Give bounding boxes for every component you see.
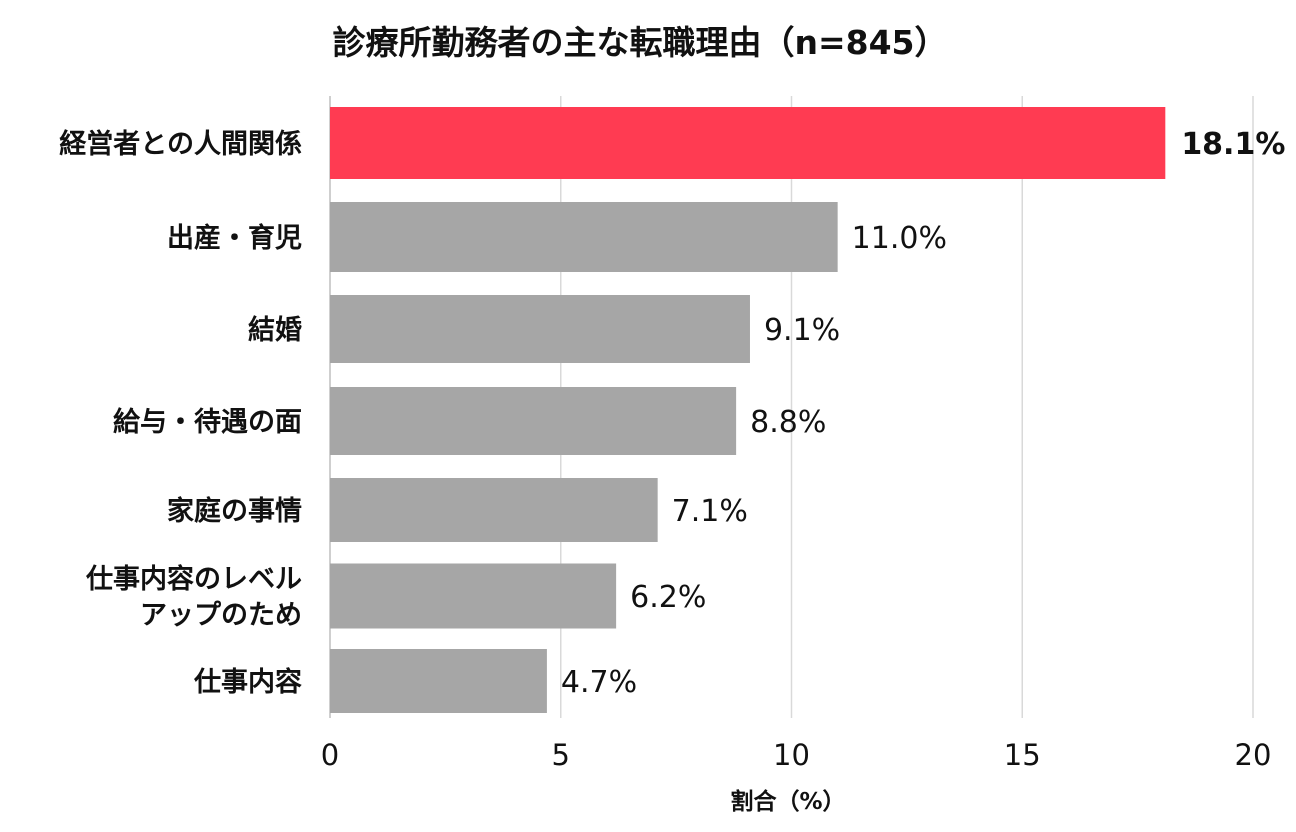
category-label: 経営者との人間関係: [59, 128, 302, 160]
category-label: 仕事内容のレベル: [85, 563, 302, 595]
data-label: 6.2%: [630, 580, 706, 615]
bar: [330, 387, 737, 455]
data-label: 11.0%: [852, 221, 947, 256]
category-labels: 18.1% 経営者との人間関係 11.0% 出産・育児 9.1% 結婚 8.8% 給与・待遇の…: [59, 127, 1285, 700]
category-label: 家庭の事情: [167, 495, 302, 527]
x-tick-label: 5: [552, 738, 570, 772]
bar: [330, 649, 547, 713]
x-axis-title: 割合（%）: [730, 788, 845, 815]
data-label: 18.1%: [1181, 127, 1285, 162]
data-label: 8.8%: [750, 405, 826, 440]
category-label: 出産・育児: [167, 222, 302, 254]
category-label: 仕事内容: [193, 666, 302, 698]
chart-title: 診療所勤務者の主な転職理由（n=845）: [332, 23, 947, 62]
bar: [330, 202, 838, 272]
x-tick-label: 20: [1235, 738, 1272, 772]
data-label: 7.1%: [672, 494, 748, 529]
category-label: 給与・待遇の面: [113, 406, 302, 438]
bar: [330, 563, 617, 629]
x-tick-label: 10: [773, 738, 810, 772]
bar: [330, 478, 658, 542]
x-tick-label: 0: [321, 738, 339, 772]
bars: [330, 107, 1166, 713]
data-label: 4.7%: [561, 665, 637, 700]
x-tick-label: 15: [1004, 738, 1041, 772]
bar: [330, 107, 1166, 179]
data-label: 9.1%: [764, 313, 840, 348]
bar: [330, 295, 750, 363]
x-axis-ticks: 0 5 10 15 20: [321, 738, 1272, 772]
category-label: 結婚: [248, 314, 302, 346]
category-label: アップのため: [140, 600, 302, 631]
